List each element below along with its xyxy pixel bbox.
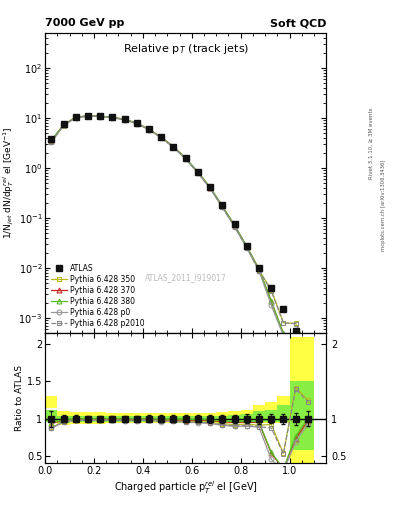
Bar: [94, 416, 106, 422]
Bar: [302, 381, 314, 450]
Bar: [106, 413, 119, 423]
Bar: [277, 396, 290, 423]
Bar: [70, 412, 82, 424]
Bar: [265, 402, 277, 423]
Bar: [204, 413, 216, 423]
Legend: ATLAS, Pythia 6.428 350, Pythia 6.428 370, Pythia 6.428 380, Pythia 6.428 p0, Py: ATLAS, Pythia 6.428 350, Pythia 6.428 37…: [48, 262, 147, 330]
Bar: [241, 414, 253, 422]
Bar: [57, 416, 70, 423]
Bar: [57, 411, 70, 424]
Bar: [180, 413, 192, 423]
Y-axis label: 1/N$_{jet}$ dN/dp$_{T}^{rel}$ el [GeV$^{-1}$]: 1/N$_{jet}$ dN/dp$_{T}^{rel}$ el [GeV$^{…: [1, 127, 16, 240]
Bar: [94, 412, 106, 424]
Text: mcplots.cern.ch [arXiv:1306.3436]: mcplots.cern.ch [arXiv:1306.3436]: [381, 159, 386, 250]
Bar: [180, 416, 192, 422]
Bar: [45, 410, 57, 422]
Bar: [204, 416, 216, 422]
Bar: [70, 416, 82, 422]
Bar: [167, 416, 180, 422]
Bar: [290, 337, 302, 463]
X-axis label: Charged particle p$_{T}^{rel}$ el [GeV]: Charged particle p$_{T}^{rel}$ el [GeV]: [114, 479, 257, 496]
Bar: [277, 406, 290, 422]
Bar: [241, 410, 253, 423]
Text: Soft QCD: Soft QCD: [270, 18, 326, 28]
Text: Rivet 3.1.10, ≥ 3M events: Rivet 3.1.10, ≥ 3M events: [369, 108, 374, 179]
Bar: [192, 416, 204, 422]
Text: 7000 GeV pp: 7000 GeV pp: [45, 18, 125, 28]
Text: Relative p$_{T}$ (track jets): Relative p$_{T}$ (track jets): [123, 42, 249, 56]
Bar: [253, 411, 265, 422]
Y-axis label: Ratio to ATLAS: Ratio to ATLAS: [15, 365, 24, 431]
Bar: [155, 413, 167, 423]
Bar: [216, 412, 228, 423]
Bar: [265, 410, 277, 422]
Text: ATLAS_2011_I919017: ATLAS_2011_I919017: [145, 273, 227, 282]
Bar: [167, 413, 180, 423]
Bar: [143, 416, 155, 422]
Bar: [82, 412, 94, 424]
Bar: [106, 416, 119, 422]
Bar: [192, 413, 204, 423]
Bar: [143, 413, 155, 423]
Bar: [253, 406, 265, 423]
Bar: [82, 416, 94, 422]
Bar: [302, 337, 314, 463]
Bar: [45, 396, 57, 408]
Bar: [228, 415, 241, 422]
Bar: [155, 416, 167, 422]
Bar: [119, 416, 131, 422]
Bar: [119, 413, 131, 423]
Bar: [216, 416, 228, 422]
Bar: [131, 413, 143, 423]
Bar: [228, 411, 241, 423]
Bar: [131, 416, 143, 422]
Bar: [290, 381, 302, 450]
